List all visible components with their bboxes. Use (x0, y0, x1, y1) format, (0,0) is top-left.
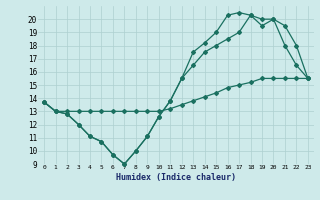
X-axis label: Humidex (Indice chaleur): Humidex (Indice chaleur) (116, 173, 236, 182)
